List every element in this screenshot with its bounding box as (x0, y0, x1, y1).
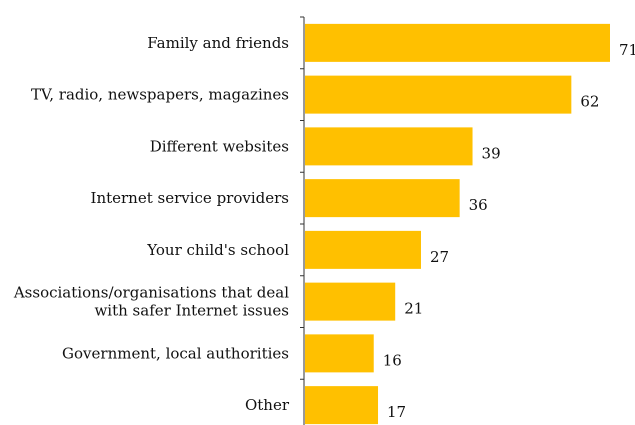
value-label-1: 62 (580, 93, 599, 111)
value-labels-group: 71 62 39 36 27 21 16 17 (383, 41, 635, 421)
axis-group (300, 16, 305, 425)
category-label-1: TV, radio, newspapers, magazines (31, 86, 289, 104)
value-label-0: 71 (619, 41, 635, 59)
value-label-5: 21 (404, 300, 423, 318)
bar-2 (305, 127, 473, 166)
bar-3 (305, 179, 460, 218)
value-label-4: 27 (430, 248, 449, 266)
value-label-2: 39 (482, 144, 501, 162)
value-label-7: 17 (387, 403, 406, 421)
category-label-2: Different websites (150, 137, 289, 155)
bar-0 (305, 23, 610, 62)
bar-5 (305, 282, 396, 321)
bar-7 (305, 386, 379, 425)
category-label-0: Family and friends (147, 34, 289, 52)
category-label-4: Your child's school (146, 241, 289, 259)
bar-4 (305, 230, 421, 269)
category-labels-group: Family and friends TV, radio, newspapers,… (13, 34, 290, 414)
value-label-6: 16 (383, 351, 402, 369)
bar-6 (305, 334, 374, 373)
value-label-3: 36 (469, 196, 488, 214)
bar-1 (305, 75, 572, 114)
category-label-7: Other (245, 396, 290, 414)
category-label-3: Internet service providers (91, 189, 289, 207)
category-label-5: Associations/organisations that deal with… (13, 284, 289, 320)
category-label-6: Government, local authorities (62, 344, 289, 362)
bars-group (305, 23, 610, 425)
